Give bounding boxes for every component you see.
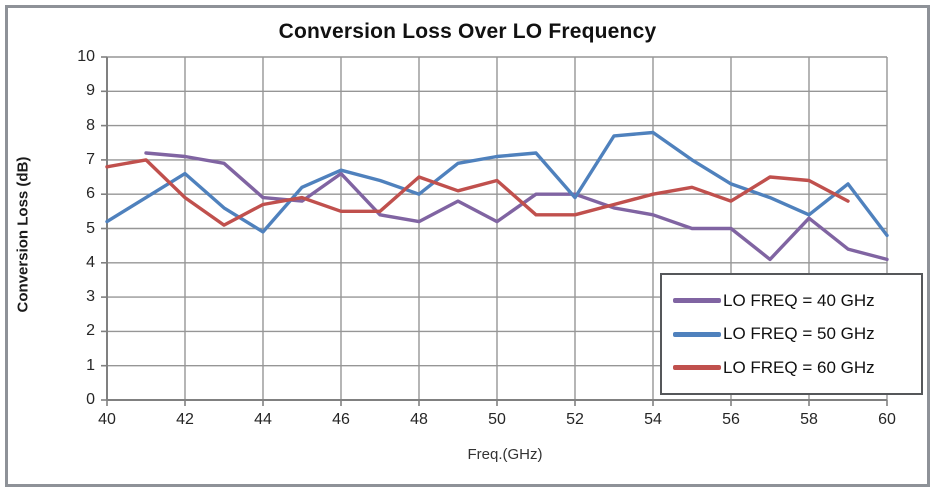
x-tick-label: 52: [566, 411, 584, 428]
x-tick-label: 50: [488, 411, 506, 428]
legend-label: LO FREQ = 50 GHz: [723, 324, 875, 343]
series-line-1: [105, 130, 889, 238]
y-tick-label: 8: [86, 116, 95, 134]
y-tick-label: 0: [86, 391, 95, 408]
y-tick-label: 3: [86, 288, 95, 306]
legend-item-lo-60ghz: LO FREQ = 60 GHz: [662, 358, 921, 378]
legend-line-swatch-blue: [673, 331, 721, 337]
y-tick-label: 4: [86, 253, 95, 271]
legend-line-swatch-purple: [673, 298, 721, 303]
x-tick-label: 40: [98, 411, 116, 428]
series-line-0: [144, 151, 889, 262]
y-tick-label: 1: [86, 356, 95, 374]
x-tick-label: 48: [410, 411, 428, 428]
legend-label: LO FREQ = 60 GHz: [723, 357, 875, 377]
x-tick-label: 44: [254, 411, 272, 428]
y-tick-label: 7: [86, 150, 95, 168]
legend-line-swatch-red: [673, 365, 721, 370]
chart-title: Conversion Loss Over LO Frequency: [278, 20, 657, 43]
y-axis-title: Conversion Loss (dB): [14, 156, 32, 313]
x-tick-label: 42: [176, 411, 194, 428]
legend-item-lo-50ghz: LO FREQ = 50 GHz: [662, 324, 921, 344]
legend: LO FREQ = 40 GHz LO FREQ = 50 GHz LO FRE…: [660, 273, 923, 395]
x-tick-label: 54: [644, 411, 662, 428]
y-tick-label: 9: [86, 82, 95, 100]
y-tick-label: 10: [77, 48, 95, 65]
x-axis-title: Freq.(GHz): [467, 446, 543, 463]
series-line-2: [105, 158, 850, 227]
legend-item-lo-40ghz: LO FREQ = 40 GHz: [662, 291, 921, 311]
x-tick-label: 60: [878, 411, 896, 428]
chart-frame: Conversion Loss Over LO Frequency Conver…: [5, 5, 930, 487]
y-tick-label: 2: [86, 322, 95, 340]
legend-label: LO FREQ = 40 GHz: [723, 290, 875, 310]
y-tick-label: 5: [86, 219, 95, 237]
x-tick-label: 46: [332, 411, 350, 428]
x-tick-label: 56: [722, 411, 740, 428]
x-tick-label: 58: [800, 411, 818, 428]
y-tick-label: 6: [86, 185, 95, 203]
